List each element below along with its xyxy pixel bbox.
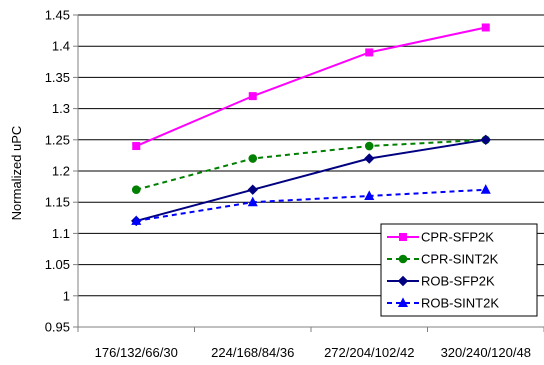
legend: CPR-SFP2K CPR-SINT2K ROB-SFP2K ROB-SINT2K (380, 223, 538, 317)
data-point (364, 190, 375, 200)
y-tick-label: 1.2 (52, 164, 70, 179)
data-point (132, 142, 141, 151)
grid-lines (78, 14, 544, 297)
legend-label: ROB-SFP2K (421, 274, 495, 289)
y-tick-label: 1.35 (45, 70, 70, 85)
y-tick-label: 1.1 (52, 226, 70, 241)
series-group (131, 23, 491, 227)
legend-item: ROB-SINT2K (387, 296, 499, 311)
data-point (480, 184, 491, 194)
y-axis-ticks: 0.95 1 1.05 1.1 1.15 1.2 1.25 1.3 1.35 1.4 1.45 (45, 8, 78, 335)
legend-item: CPR-SINT2K (387, 252, 499, 267)
y-tick-label: 1.4 (52, 39, 70, 54)
data-point (481, 23, 490, 32)
y-tick-label: 1.05 (45, 257, 70, 272)
series-rob-sint2k (131, 184, 491, 225)
x-tick-label: 176/132/66/30 (95, 345, 178, 360)
data-point (247, 184, 258, 195)
data-point (248, 92, 257, 101)
y-tick-label: 1.3 (52, 101, 70, 116)
data-point (248, 154, 258, 163)
series-line (136, 188, 486, 222)
data-point (131, 215, 142, 225)
legend-item: ROB-SFP2K (387, 274, 495, 289)
y-tick-label: 1.45 (45, 8, 70, 23)
series-line (135, 138, 486, 222)
legend-marker (397, 297, 409, 307)
data-point (364, 141, 374, 151)
legend-item: CPR-SFP2K (387, 230, 494, 245)
data-point (480, 134, 491, 146)
series-cpr-sfp2k (132, 23, 490, 151)
y-tick-label: 1 (63, 288, 70, 303)
series-rob-sfp2k (131, 134, 491, 227)
x-tick-label: 320/240/120/48 (441, 345, 531, 360)
data-point (365, 48, 374, 57)
y-tick-label: 0.95 (45, 320, 70, 335)
data-point (364, 153, 375, 164)
legend-label: ROB-SINT2K (421, 296, 499, 311)
legend-marker (399, 233, 407, 241)
series-cpr-sint2k (131, 135, 491, 195)
x-tick-label: 272/204/102/42 (324, 345, 414, 360)
x-axis-ticks: 176/132/66/30 224/168/84/36 272/204/102/42… (77, 327, 544, 360)
legend-marker (397, 275, 409, 287)
legend-label: CPR-SINT2K (421, 252, 499, 267)
data-point (247, 196, 258, 207)
y-axis-title: Normalized uPC (9, 126, 24, 221)
x-tick-label: 224/168/84/36 (211, 345, 294, 360)
series-line (135, 26, 486, 147)
y-tick-label: 1.15 (45, 195, 70, 210)
data-point (131, 185, 141, 195)
legend-marker (398, 254, 408, 264)
legend-label: CPR-SFP2K (421, 230, 494, 245)
y-tick-label: 1.25 (45, 132, 70, 147)
